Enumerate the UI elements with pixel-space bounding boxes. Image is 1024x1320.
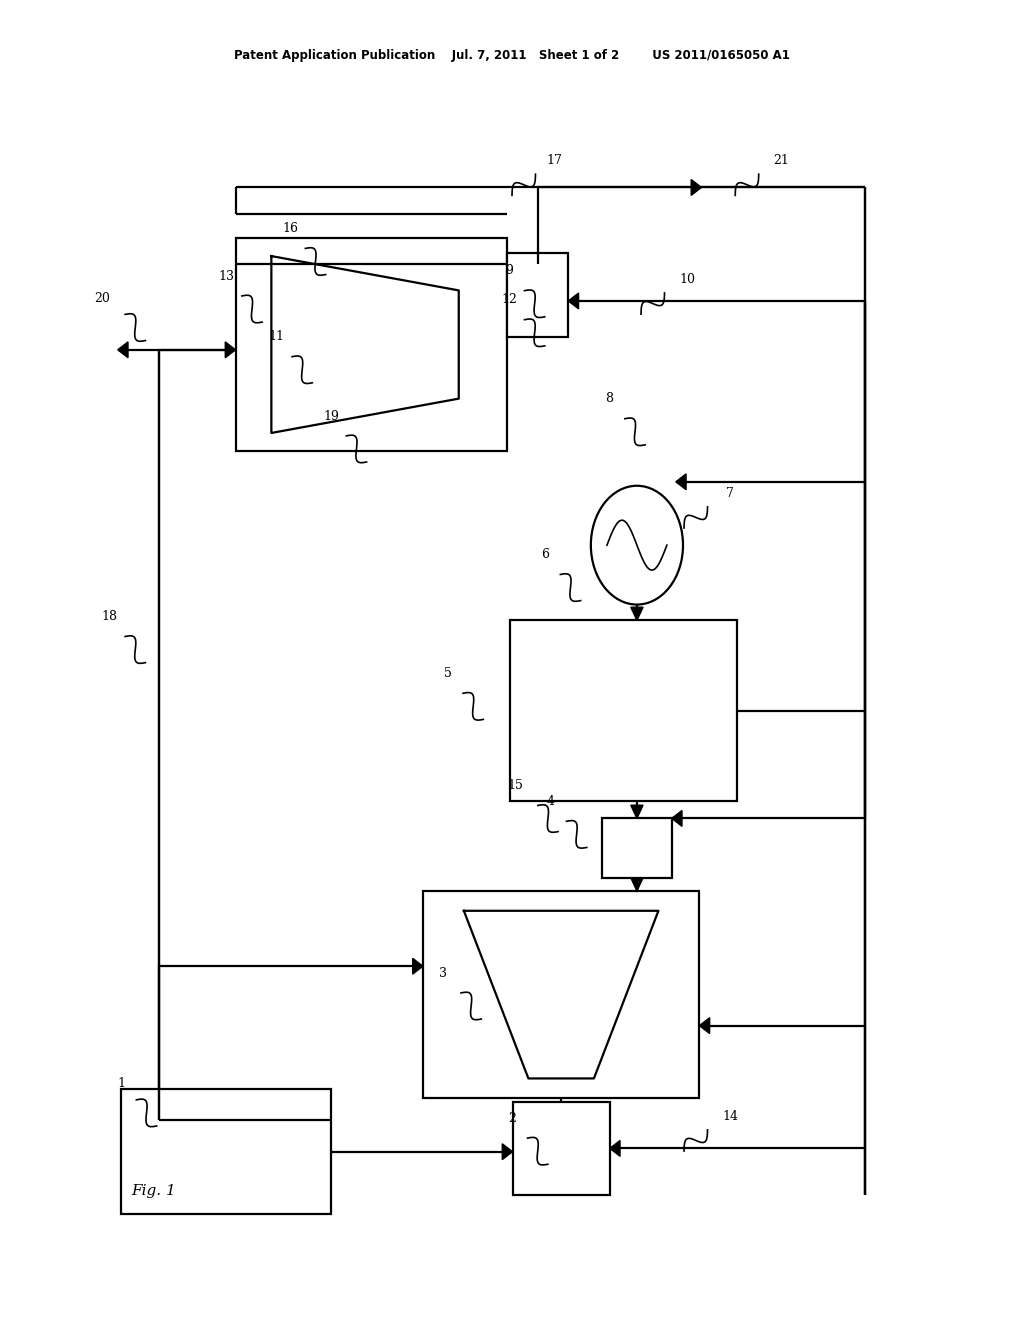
Bar — [510, 620, 737, 801]
Text: Fig. 1: Fig. 1 — [131, 1184, 176, 1197]
Text: 9: 9 — [505, 264, 513, 277]
Text: 2: 2 — [508, 1111, 516, 1125]
Text: 3: 3 — [438, 966, 446, 979]
Text: 20: 20 — [94, 292, 111, 305]
Text: 12: 12 — [501, 293, 517, 306]
Bar — [507, 253, 568, 337]
Text: 19: 19 — [323, 409, 339, 422]
Polygon shape — [631, 805, 643, 818]
Polygon shape — [631, 878, 643, 891]
Text: Patent Application Publication    Jul. 7, 2011   Sheet 1 of 2        US 2011/016: Patent Application Publication Jul. 7, 2… — [234, 49, 790, 62]
Text: 16: 16 — [282, 222, 298, 235]
Bar — [121, 1089, 331, 1214]
Text: 14: 14 — [722, 1110, 738, 1123]
Bar — [602, 818, 672, 878]
Polygon shape — [225, 342, 236, 358]
Bar — [513, 1102, 610, 1195]
Text: 5: 5 — [443, 667, 452, 680]
Text: 17: 17 — [546, 154, 562, 168]
Text: 6: 6 — [541, 548, 549, 561]
Polygon shape — [691, 180, 701, 195]
Text: 21: 21 — [773, 154, 790, 168]
Text: 15: 15 — [507, 779, 523, 792]
Polygon shape — [676, 474, 686, 490]
Bar — [423, 891, 699, 1098]
Polygon shape — [699, 1018, 710, 1034]
Text: 13: 13 — [218, 269, 234, 282]
Polygon shape — [118, 342, 128, 358]
Polygon shape — [610, 1140, 621, 1156]
Polygon shape — [672, 810, 682, 826]
Text: 10: 10 — [679, 273, 695, 286]
Text: 11: 11 — [268, 330, 285, 343]
Text: 4: 4 — [547, 795, 555, 808]
Text: 18: 18 — [101, 610, 118, 623]
Polygon shape — [503, 1143, 513, 1160]
Bar — [236, 238, 507, 451]
Polygon shape — [413, 958, 423, 974]
Text: 7: 7 — [726, 487, 734, 500]
Polygon shape — [631, 607, 643, 620]
Text: 1: 1 — [117, 1077, 125, 1090]
Text: 8: 8 — [605, 392, 613, 405]
Polygon shape — [568, 293, 579, 309]
